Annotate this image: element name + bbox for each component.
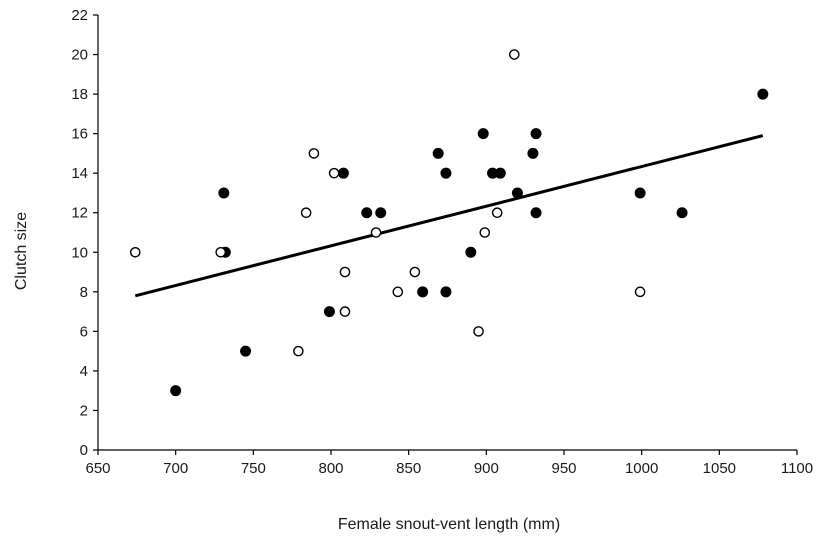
y-tick-label: 8 (80, 284, 88, 301)
y-tick-label: 0 (80, 442, 88, 459)
y-tick-label: 2 (80, 402, 88, 419)
filled-point (375, 207, 387, 219)
x-tick-label: 750 (241, 460, 266, 477)
filled-point (527, 147, 539, 159)
filled-point (757, 88, 769, 100)
open-point (479, 227, 491, 238)
filled-point (494, 167, 506, 179)
open-point (328, 167, 340, 179)
y-tick-label: 6 (80, 323, 88, 340)
y-tick-label: 18 (71, 86, 88, 103)
y-axis-title: Clutch size (13, 212, 30, 290)
x-tick-label: 700 (163, 460, 188, 477)
filled-point (432, 147, 444, 159)
filled-point (240, 345, 252, 357)
open-point (392, 286, 404, 298)
x-tick-label: 900 (474, 460, 499, 477)
filled-point (170, 385, 182, 397)
x-tick-label: 1000 (625, 460, 658, 477)
x-tick-label: 850 (396, 460, 421, 477)
open-point (370, 227, 382, 238)
open-point (634, 286, 646, 298)
y-tick-label: 14 (71, 165, 88, 182)
open-point (409, 266, 421, 278)
filled-point (676, 207, 688, 219)
y-tick-label: 12 (71, 205, 88, 222)
y-tick-label: 4 (80, 363, 88, 380)
x-tick-label: 1100 (781, 460, 813, 477)
x-tick-label: 1050 (703, 460, 736, 477)
open-point (215, 246, 227, 258)
filled-point (337, 167, 349, 179)
data-points (129, 49, 769, 397)
x-tick-label: 800 (318, 460, 343, 477)
x-tick-label: 950 (551, 460, 576, 477)
y-tick-label: 10 (71, 244, 88, 261)
filled-point (323, 306, 335, 318)
open-point (339, 306, 351, 317)
open-point (300, 207, 312, 219)
open-point (339, 266, 351, 278)
open-point (293, 345, 304, 357)
regression-line (134, 134, 764, 298)
filled-point (511, 187, 523, 199)
x-tick-label: 650 (85, 460, 110, 477)
y-tick-label: 22 (71, 7, 88, 24)
filled-point (361, 207, 373, 219)
open-point (491, 207, 503, 219)
open-point (508, 49, 520, 60)
open-point (129, 246, 141, 258)
filled-point (440, 167, 452, 179)
y-tick-label: 20 (71, 47, 88, 64)
filled-point (530, 128, 542, 140)
filled-point (465, 246, 477, 258)
filled-point (417, 286, 429, 298)
open-point (308, 148, 320, 159)
filled-point (530, 207, 542, 219)
open-point (473, 326, 484, 337)
x-axis-title: Female snout-vent length (mm) (338, 516, 560, 533)
trendline-layer (134, 134, 764, 298)
axes: 650 700 750 800 850 900 950 1000 1050 1100 0 2 4 6 8 10… (71, 7, 813, 477)
filled-point (218, 187, 230, 199)
filled-point (440, 286, 452, 298)
y-tick-label: 16 (71, 126, 88, 143)
filled-point (477, 128, 489, 140)
filled-point (634, 187, 646, 199)
